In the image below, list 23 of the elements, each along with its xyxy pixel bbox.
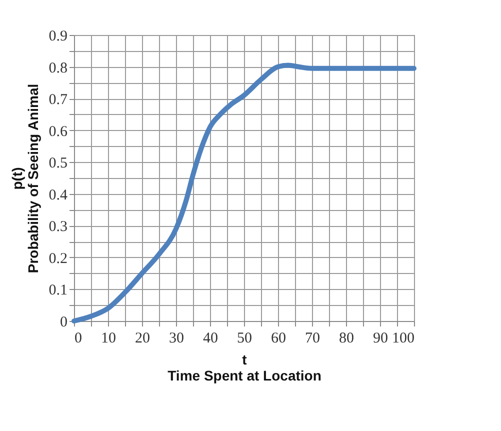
x-tick-label: 20 [135, 330, 150, 346]
x-tick-label: 30 [169, 330, 184, 346]
y-tick-label: 0.8 [48, 60, 68, 76]
y-tick-label: 0.1 [48, 282, 68, 299]
x-tick-label: 10 [101, 330, 116, 346]
y-tick-label: 0.5 [48, 156, 68, 172]
x-tick-label: 70 [305, 330, 320, 346]
x-tick-label: 90 [373, 330, 388, 346]
x-tick-label: 40 [203, 330, 218, 346]
y-tick-label: 0.9 [48, 28, 68, 44]
x-tick-label: 50 [237, 330, 252, 346]
x-tick-label: 100 [392, 330, 414, 346]
x-tick-label: 80 [339, 330, 354, 346]
y-tick-label: 0 [60, 314, 68, 330]
y-axis-title: p(t) Probability of Seeing Animal [8, 84, 41, 274]
y-tick-label: 0.2 [48, 250, 68, 267]
y-tick-label: 0.7 [48, 92, 68, 108]
x-axis-title: t Time Spent at Location [168, 352, 322, 384]
y-tick-label: 0.6 [48, 124, 68, 140]
y-tick-label: 0.3 [48, 219, 68, 236]
y-tick-label: 0.4 [48, 187, 68, 204]
x-tick-label: 0 [74, 330, 82, 346]
x-tick-label: 60 [271, 330, 286, 346]
